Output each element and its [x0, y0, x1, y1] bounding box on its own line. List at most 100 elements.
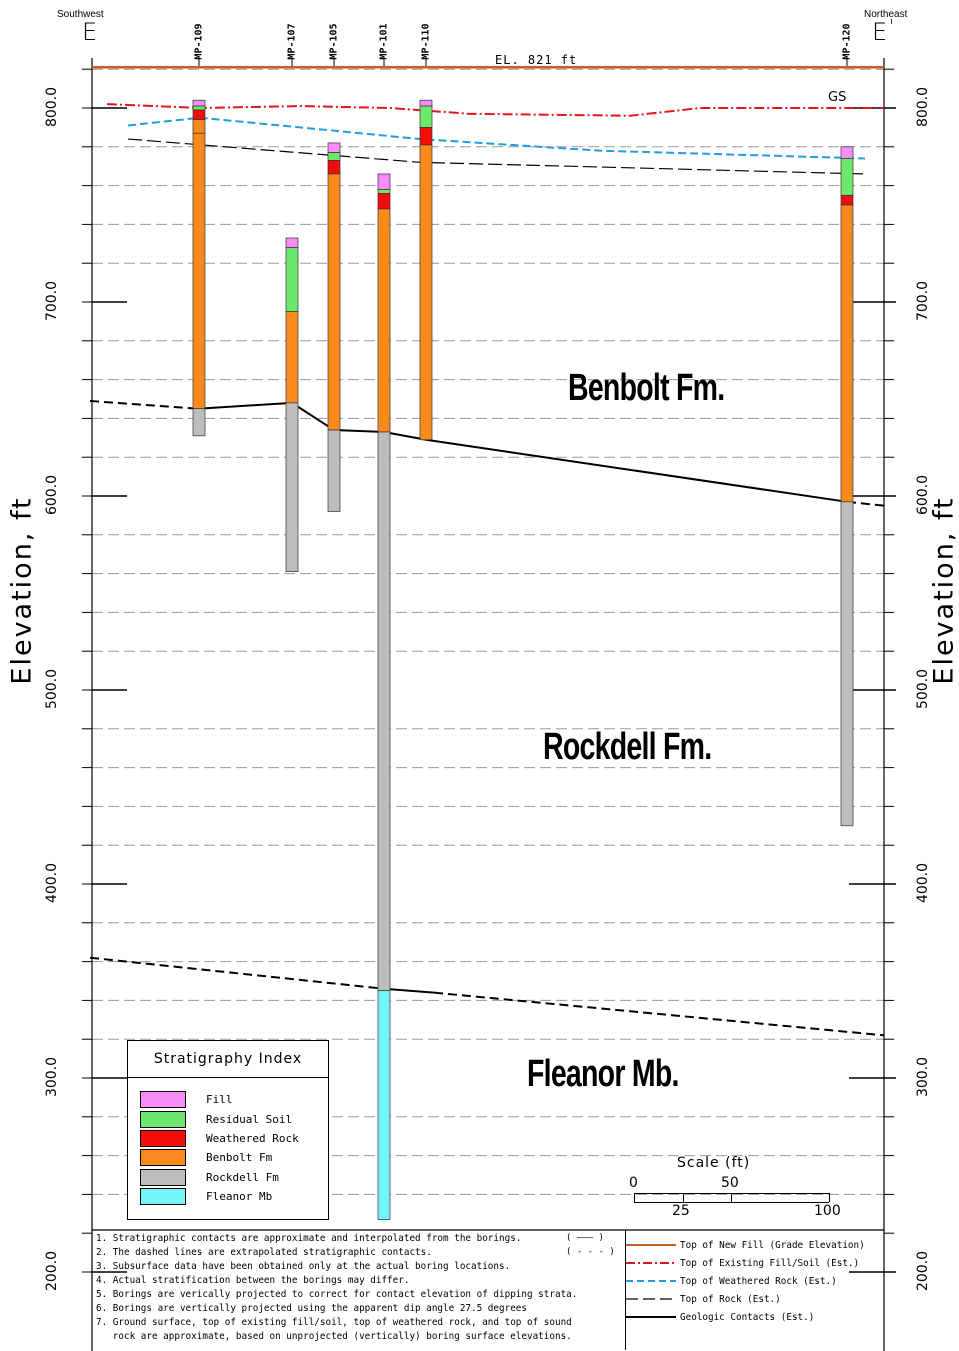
index-swatch [140, 1091, 186, 1108]
boring-layer [419, 105, 433, 128]
legend-swatch [626, 1280, 676, 1282]
section-start-letter: E [82, 18, 98, 46]
tick-label-left: 700.0 [44, 280, 60, 322]
scale-label-100: 100 [814, 1203, 841, 1219]
boring-layer [377, 990, 391, 1220]
legend-top-rock: Top of Rock (Est.) [626, 1291, 781, 1307]
boring-label: MP-101 [378, 23, 390, 60]
index-item-residual-soil: Residual Soil [140, 1111, 292, 1128]
index-swatch [140, 1111, 186, 1128]
boring-label: MP-120 [841, 23, 853, 60]
tick-label-left: 300.0 [44, 1056, 60, 1098]
boring-layer [192, 132, 206, 410]
boring-label: MP-109 [193, 23, 205, 60]
legend-new-fill: Top of New Fill (Grade Elevation) [626, 1237, 865, 1253]
index-label: Fill [206, 1093, 233, 1106]
y-axis-title-right: Elevation, ft [928, 496, 959, 685]
index-item-benbolt: Benbolt Fm [140, 1149, 272, 1166]
surface-lines [92, 66, 884, 175]
note-1: 1. Stratigraphic contacts are approximat… [96, 1233, 522, 1244]
contact-benbolt-rockdell [197, 401, 848, 503]
boring-layer [840, 158, 854, 196]
note-7-cont: rock are approximate, based on unproject… [96, 1331, 572, 1342]
northeast-label: Northeast [864, 9, 908, 20]
boring-layer [192, 119, 206, 134]
boring-layer [840, 146, 854, 159]
legend-swatch [626, 1316, 676, 1318]
formation-label-fleanor: Fleanor Mb. [527, 1053, 679, 1095]
tick-label-right: 700.0 [915, 280, 931, 322]
boring-layer [377, 193, 391, 210]
index-swatch [140, 1188, 186, 1205]
boring-layer [377, 173, 391, 190]
note-4: 4. Actual stratification between the bor… [96, 1275, 410, 1286]
weathered-rock-line [127, 116, 866, 160]
index-item-fill: Fill [140, 1091, 233, 1108]
index-label: Residual Soil [206, 1113, 293, 1126]
tick-label-left: 600.0 [44, 474, 60, 516]
boring-layer [840, 501, 854, 827]
note-6: 6. Borings are vertically projected usin… [96, 1303, 527, 1314]
boring-label: MP-110 [420, 23, 432, 60]
note-2: 2. The dashed lines are extrapolated str… [96, 1247, 432, 1258]
stratigraphy-index: Stratigraphy Index Fill Residual Soil We… [127, 1040, 329, 1220]
formation-label-benbolt: Benbolt Fm. [568, 367, 725, 409]
note-7: 7. Ground surface, top of existing fill/… [96, 1317, 572, 1328]
boring-layer [840, 204, 854, 503]
index-item-fleanor: Fleanor Mb [140, 1188, 272, 1205]
index-label: Fleanor Mb [206, 1190, 273, 1203]
boring-layer [327, 142, 341, 153]
boring-layer [419, 99, 433, 107]
grade-elevation-label: EL. 821 ft [495, 53, 578, 67]
legend-swatch [626, 1298, 676, 1300]
tick-label-right: 500.0 [915, 668, 931, 710]
elevation-grid [92, 68, 884, 1195]
index-item-weathered-rock: Weathered Rock [140, 1130, 299, 1147]
legend-geologic-contacts: Geologic Contacts (Est.) [626, 1309, 814, 1325]
index-label: Rockdell Fm [206, 1171, 279, 1184]
scale-label-25: 25 [672, 1203, 690, 1219]
boring-layer [192, 408, 206, 437]
southwest-label: Southwest [57, 9, 104, 20]
notes-block: 1. Stratigraphic contacts are approximat… [90, 1230, 626, 1350]
note-solid-mark: ( ——— ) [566, 1233, 604, 1243]
tick-label-left: 800.0 [44, 86, 60, 128]
top-of-rock-line [127, 138, 866, 175]
index-label: Benbolt Fm [206, 1151, 273, 1164]
tick-label-right: 800.0 [915, 86, 931, 128]
tick-label-right: 200.0 [915, 1250, 931, 1292]
borings-group [192, 56, 854, 1220]
y-axis-title-left: Elevation, ft [6, 496, 38, 685]
scale-label-0: 0 [629, 1175, 638, 1191]
contact-extrapolated [89, 399, 199, 410]
note-5: 5. Borings are verically projected to co… [96, 1289, 578, 1300]
tick-label-left: 500.0 [44, 668, 60, 710]
geologic-contacts [89, 399, 885, 1037]
ground-surface-label: GS [828, 90, 847, 105]
existing-fill-line [106, 103, 884, 117]
scale-bar: Scale (ft) 0 50 25 100 [620, 1155, 850, 1225]
tick-label-left: 200.0 [44, 1250, 60, 1292]
boring-layer [377, 431, 391, 992]
boring-layer [327, 429, 341, 512]
boring-layer [285, 237, 299, 249]
section-end-letter: E ' [872, 16, 895, 46]
boring-layer [285, 247, 299, 313]
note-dashed-mark: ( - - - ) [566, 1247, 615, 1257]
boring-layer [377, 189, 391, 194]
legend-swatch [626, 1244, 676, 1246]
tick-label-right: 600.0 [915, 474, 931, 516]
tick-label-right: 400.0 [915, 862, 931, 904]
index-item-rockdell: Rockdell Fm [140, 1169, 279, 1186]
boring-layer [327, 173, 341, 431]
legend-label: Top of New Fill (Grade Elevation) [680, 1239, 865, 1251]
scale-bar-frame [634, 1193, 830, 1203]
contact-extrapolated [433, 991, 885, 1037]
boring-layer [327, 152, 341, 161]
boring-layer [327, 160, 341, 175]
boring-layer [377, 208, 391, 433]
boring-layer [840, 194, 854, 206]
tick-label-right: 300.0 [915, 1056, 931, 1098]
boring-layer [285, 402, 299, 573]
index-swatch [140, 1169, 186, 1186]
